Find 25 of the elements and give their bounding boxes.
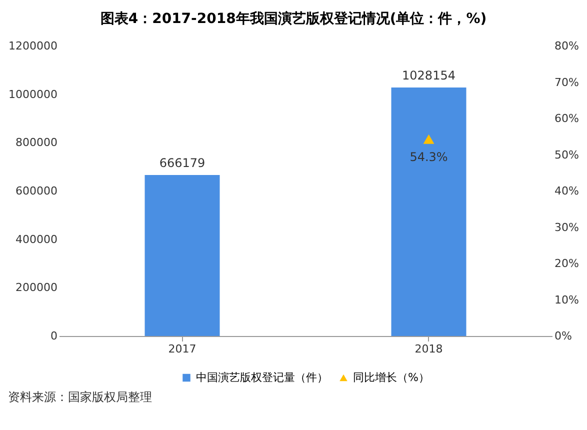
legend-label: 中国演艺版权登记量（件） (196, 370, 328, 384)
legend-label: 同比增长（%） (353, 370, 430, 384)
y-tick-label: 200000 (16, 281, 58, 294)
y2-tick-label: 40% (554, 184, 579, 198)
y2-tick-label: 80% (554, 40, 579, 52)
y2-tick-label: 0% (554, 330, 572, 342)
y2-tick-label: 60% (554, 112, 579, 125)
y2-tick-label: 30% (554, 220, 579, 234)
y-tick-label: 0 (50, 330, 58, 342)
y2-tick-label: 50% (554, 148, 579, 162)
x-tick-label: 2018 (414, 342, 443, 356)
text: 资料来源：国家版权局整理 (7, 389, 153, 406)
y2-tick-label: 70% (554, 76, 579, 89)
data-label: 54.3% (410, 150, 448, 164)
x-tick-label: 2017 (168, 342, 196, 356)
data-label: 666179 (159, 156, 206, 170)
y-tick-label: 1200000 (8, 40, 58, 52)
y2-tick-label: 10% (554, 293, 579, 306)
chart-title: 图表4：2017-2018年我国演艺版权登记情况(单位：件，%) (99, 10, 488, 29)
y-tick-label: 800000 (16, 136, 58, 150)
data-label: 1028154 (402, 68, 456, 83)
y-tick-label: 600000 (16, 184, 58, 198)
y-tick-label: 1000000 (8, 88, 58, 101)
y2-tick-label: 20% (554, 257, 579, 270)
y-tick-label: 400000 (16, 232, 58, 246)
